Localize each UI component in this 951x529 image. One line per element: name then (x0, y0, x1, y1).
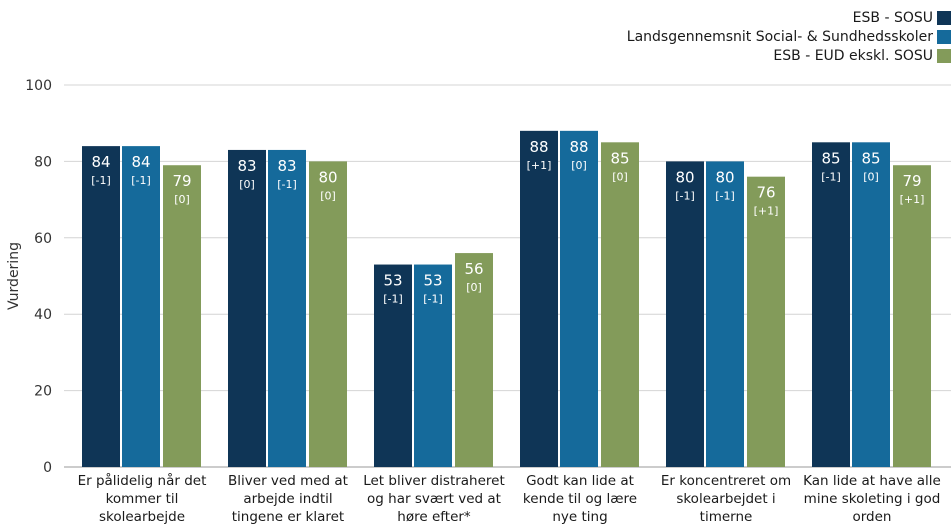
bar (268, 149, 306, 467)
bar-value-label: 88 (529, 138, 548, 156)
y-tick-label: 80 (34, 154, 52, 170)
legend-item-landsgennemsnit: Landsgennemsnit Social- & Sundhedsskoler (627, 27, 951, 46)
x-category-label: kommer til (106, 491, 179, 507)
bar-change-label: [-1] (675, 189, 695, 202)
bar (82, 146, 120, 467)
bar (414, 264, 452, 467)
bar (228, 149, 266, 467)
x-category-label: timerne (700, 509, 753, 525)
bar-value-label: 84 (91, 153, 110, 171)
y-axis-title: Vurdering (6, 242, 22, 310)
x-category-label: høre efter* (397, 509, 471, 525)
bar-change-label: [0] (239, 178, 255, 191)
bar-change-label: [-1] (383, 293, 403, 306)
bar-value-label: 85 (821, 149, 840, 167)
bar-change-label: [0] (466, 281, 482, 294)
bar (747, 176, 785, 467)
x-category-label: skolearbejde (99, 509, 185, 525)
bar (893, 165, 931, 467)
bar-change-label: [0] (571, 159, 587, 172)
bar-change-label: [0] (320, 189, 336, 202)
bar-value-label: 79 (172, 172, 191, 190)
x-category-label: mine skoleting i god (804, 491, 941, 507)
bar (163, 165, 201, 467)
x-category-label: Er koncentreret om (661, 473, 791, 489)
bar-value-label: 53 (383, 272, 402, 290)
y-tick-label: 60 (34, 231, 52, 247)
y-tick-label: 40 (34, 307, 52, 323)
x-category-label: Godt kan lide at (526, 473, 634, 489)
bar (601, 142, 639, 468)
legend-item-esb-sosu: ESB - SOSU (627, 8, 951, 27)
y-tick-label: 0 (43, 460, 52, 476)
legend-swatch (937, 29, 951, 44)
bar-value-label: 83 (277, 157, 296, 175)
legend-swatch (937, 48, 951, 63)
bar-value-label: 79 (902, 172, 921, 190)
bar-change-label: [+1] (754, 205, 779, 218)
bar-value-label: 85 (610, 149, 629, 167)
bar (812, 142, 850, 468)
x-category-label: orden (852, 509, 891, 525)
legend: ESB - SOSU Landsgennemsnit Social- & Sun… (627, 8, 951, 65)
bar-change-label: [-1] (715, 189, 735, 202)
bar (852, 142, 890, 468)
bar-value-label: 83 (237, 157, 256, 175)
legend-swatch (937, 10, 951, 25)
x-category-label: arbejde indtil (243, 491, 332, 507)
legend-item-esb-eud: ESB - EUD ekskl. SOSU (627, 46, 951, 65)
legend-label: ESB - SOSU (852, 9, 933, 26)
bar (706, 161, 744, 467)
bar (309, 161, 347, 467)
x-category-label: Bliver ved med at (228, 473, 348, 489)
bar-change-label: [-1] (91, 174, 111, 187)
bar-value-label: 85 (861, 149, 880, 167)
bar-value-label: 80 (675, 168, 694, 186)
bar-change-label: [0] (863, 170, 879, 183)
y-tick-label: 20 (34, 384, 52, 400)
bar (455, 253, 493, 467)
bar (666, 161, 704, 467)
bar-change-label: [0] (174, 193, 190, 206)
x-category-label: tingene er klaret (232, 509, 344, 525)
bar-change-label: [-1] (131, 174, 151, 187)
x-category-label: og har svært ved at (367, 491, 501, 507)
legend-label: ESB - EUD ekskl. SOSU (773, 47, 933, 64)
bar-change-label: [-1] (423, 293, 443, 306)
bar-value-label: 76 (756, 184, 775, 202)
bar-value-label: 56 (464, 260, 483, 278)
bar-change-label: [0] (612, 170, 628, 183)
bar-value-label: 88 (569, 138, 588, 156)
x-category-label: Er pålidelig når det (78, 472, 207, 489)
bar-value-label: 84 (131, 153, 150, 171)
bar (520, 130, 558, 467)
x-category-label: nye ting (552, 509, 607, 525)
bar-change-label: [-1] (821, 170, 841, 183)
bar-change-label: [+1] (527, 159, 552, 172)
y-tick-label: 100 (25, 78, 52, 94)
x-category-label: skolearbejdet i (676, 491, 775, 507)
bar-change-label: [+1] (900, 193, 925, 206)
legend-label: Landsgennemsnit Social- & Sundhedsskoler (626, 28, 933, 45)
x-category-label: kende til og lære (523, 491, 637, 507)
bar (560, 130, 598, 467)
x-category-label: Kan lide at have alle (803, 473, 941, 489)
bar-value-label: 80 (715, 168, 734, 186)
bar-value-label: 53 (423, 272, 442, 290)
bar-change-label: [-1] (277, 178, 297, 191)
bar-value-label: 80 (318, 168, 337, 186)
x-category-label: Let bliver distraheret (363, 473, 505, 489)
bar (374, 264, 412, 467)
bar (122, 146, 160, 467)
